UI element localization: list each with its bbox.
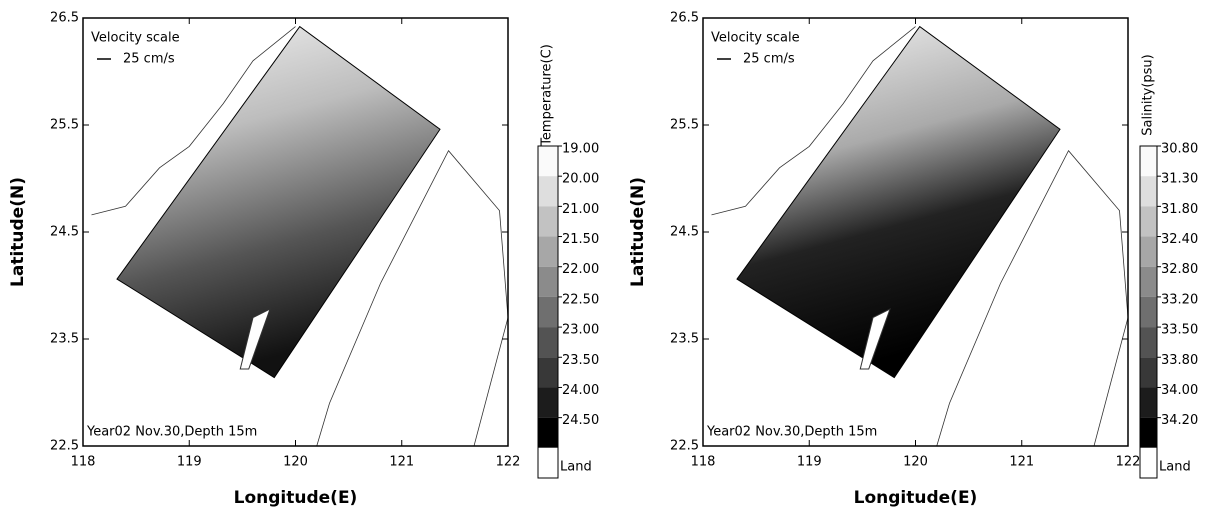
colorbar-bin: [538, 176, 558, 207]
colorbar-land: [1140, 447, 1157, 478]
y-axis-label: Latitude(N): [628, 177, 648, 287]
coastline: [711, 26, 916, 216]
colorbar-bin: [1140, 176, 1157, 207]
colorbar-bin: [1140, 146, 1157, 177]
colorbar-bin: [538, 236, 558, 267]
velocity-scale-title: Velocity scale: [91, 31, 180, 46]
model-domain: [736, 25, 1061, 379]
coastline: [91, 26, 296, 216]
colorbar-bin: [538, 146, 558, 177]
colorbar-frame: [1139, 145, 1158, 479]
colorbar-bin: [538, 357, 558, 388]
annotation: Year02 Nov.30,Depth 15m: [86, 425, 257, 440]
x-tick-label: 121: [389, 455, 414, 470]
y-tick-label: 26.5: [670, 11, 699, 26]
model-domain: [116, 25, 441, 379]
velocity-scale-title: Velocity scale: [711, 31, 800, 46]
colorbar-label: 22.00: [562, 262, 599, 277]
y-tick-label: 25.5: [50, 118, 79, 133]
colorbar-bin: [538, 387, 558, 418]
x-tick-label: 118: [71, 455, 96, 470]
colorbar-bin: [1140, 266, 1157, 297]
velocity-scale-text: 25 cm/s: [743, 52, 795, 67]
colorbar-bin: [1140, 357, 1157, 388]
colorbar-label: 23.50: [562, 353, 599, 368]
colorbar-bin: [1140, 327, 1157, 358]
x-tick-label: 121: [1009, 455, 1034, 470]
colorbar-label: 20.00: [562, 172, 599, 187]
colorbar-bin: [538, 417, 558, 448]
y-axis-label: Latitude(N): [8, 177, 28, 287]
colorbar-label: 32.40: [1161, 232, 1198, 247]
colorbar-bin: [538, 206, 558, 237]
x-tick-label: 122: [1116, 455, 1141, 470]
x-tick-label: 119: [797, 455, 822, 470]
colorbar-label: 34.00: [1161, 383, 1198, 398]
island: [239, 308, 271, 370]
colorbar-label: 24.50: [562, 413, 599, 428]
y-tick-label: 25.5: [670, 118, 699, 133]
island: [859, 308, 891, 370]
colorbar-bin: [1140, 236, 1157, 267]
colorbar-label: 33.80: [1161, 353, 1198, 368]
colorbar-bin: [1140, 296, 1157, 328]
colorbar-label: 30.80: [1161, 142, 1198, 157]
y-tick-label: 26.5: [50, 11, 79, 26]
colorbar-label: 21.50: [562, 232, 599, 247]
colorbar-label: 22.50: [562, 292, 599, 307]
y-tick-label: 23.5: [670, 332, 699, 347]
y-tick-label: 22.5: [670, 439, 699, 454]
colorbar-bin: [538, 296, 558, 328]
y-tick-label: 23.5: [50, 332, 79, 347]
land-label: Land: [1159, 459, 1191, 474]
annotation: Year02 Nov.30,Depth 15m: [706, 425, 877, 440]
colorbar-label: 34.20: [1161, 413, 1198, 428]
colorbar-bin: [538, 266, 558, 297]
y-tick-label: 22.5: [50, 439, 79, 454]
colorbar-land: [538, 447, 558, 478]
colorbar-label: 33.50: [1161, 323, 1198, 338]
x-tick-label: 118: [691, 455, 716, 470]
colorbar-label: 31.30: [1161, 172, 1198, 187]
colorbar-label: 33.20: [1161, 292, 1198, 307]
colorbar-label: 32.80: [1161, 262, 1198, 277]
y-tick-label: 24.5: [670, 225, 699, 240]
y-tick-label: 24.5: [50, 225, 79, 240]
x-tick-label: 120: [283, 455, 308, 470]
velocity-scale-text: 25 cm/s: [123, 52, 175, 67]
colorbar-label: 24.00: [562, 383, 599, 398]
colorbar-title: Temperature(C): [540, 44, 555, 147]
colorbar-label: 21.00: [562, 202, 599, 217]
land-label: Land: [560, 459, 592, 474]
x-tick-label: 122: [496, 455, 521, 470]
colorbar-bin: [538, 327, 558, 358]
colorbar-bin: [1140, 417, 1157, 448]
colorbar-title: Salinity(psu): [1141, 54, 1156, 136]
colorbar-label: 31.80: [1161, 202, 1198, 217]
x-axis-label: Longitude(E): [854, 488, 978, 508]
x-tick-label: 119: [177, 455, 202, 470]
x-axis-label: Longitude(E): [234, 488, 358, 508]
colorbar-label: 23.00: [562, 323, 599, 338]
colorbar-label: 19.00: [562, 142, 599, 157]
colorbar-bin: [1140, 206, 1157, 237]
colorbar-frame: [537, 145, 559, 479]
colorbar-bin: [1140, 387, 1157, 418]
x-tick-label: 120: [903, 455, 928, 470]
